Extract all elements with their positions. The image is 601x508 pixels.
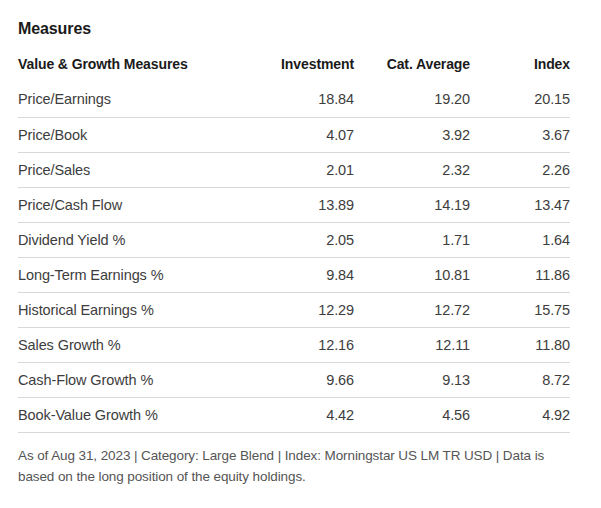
table-row: Price/Book4.073.923.67	[18, 117, 570, 152]
investment-value: 2.05	[238, 222, 354, 257]
measure-label: Cash-Flow Growth %	[18, 362, 238, 397]
table-header-row: Value & Growth Measures Investment Cat. …	[18, 56, 570, 82]
cat-average-value: 10.81	[354, 257, 470, 292]
footnote: As of Aug 31, 2023 | Category: Large Ble…	[18, 445, 584, 487]
table-row: Price/Sales2.012.322.26	[18, 152, 570, 187]
index-value: 15.75	[470, 292, 570, 327]
table-row: Book-Value Growth %4.424.564.92	[18, 397, 570, 432]
investment-value: 18.84	[238, 82, 354, 117]
cat-average-value: 12.11	[354, 327, 470, 362]
cat-average-value: 3.92	[354, 117, 470, 152]
measure-label: Price/Book	[18, 117, 238, 152]
investment-value: 13.89	[238, 187, 354, 222]
measure-label: Dividend Yield %	[18, 222, 238, 257]
measure-label: Long-Term Earnings %	[18, 257, 238, 292]
cat-average-value: 19.20	[354, 82, 470, 117]
measures-table-body: Price/Earnings18.8419.2020.15Price/Book4…	[18, 82, 570, 432]
index-value: 11.86	[470, 257, 570, 292]
index-value: 2.26	[470, 152, 570, 187]
table-row: Historical Earnings %12.2912.7215.75	[18, 292, 570, 327]
column-header-investment: Investment	[238, 56, 354, 82]
table-row: Dividend Yield %2.051.711.64	[18, 222, 570, 257]
cat-average-value: 4.56	[354, 397, 470, 432]
measure-label: Price/Earnings	[18, 82, 238, 117]
investment-value: 2.01	[238, 152, 354, 187]
investment-value: 4.42	[238, 397, 354, 432]
column-header-index: Index	[470, 56, 570, 82]
measures-table: Value & Growth Measures Investment Cat. …	[18, 56, 570, 433]
cat-average-value: 12.72	[354, 292, 470, 327]
index-value: 3.67	[470, 117, 570, 152]
table-row: Sales Growth %12.1612.1111.80	[18, 327, 570, 362]
investment-value: 9.66	[238, 362, 354, 397]
index-value: 8.72	[470, 362, 570, 397]
table-row: Cash-Flow Growth %9.669.138.72	[18, 362, 570, 397]
measure-label: Price/Cash Flow	[18, 187, 238, 222]
measures-panel: Measures Value & Growth Measures Investm…	[0, 0, 601, 508]
index-value: 4.92	[470, 397, 570, 432]
investment-value: 12.29	[238, 292, 354, 327]
cat-average-value: 2.32	[354, 152, 470, 187]
table-row: Long-Term Earnings %9.8410.8111.86	[18, 257, 570, 292]
index-value: 11.80	[470, 327, 570, 362]
measure-label: Price/Sales	[18, 152, 238, 187]
investment-value: 12.16	[238, 327, 354, 362]
cat-average-value: 1.71	[354, 222, 470, 257]
measure-label: Sales Growth %	[18, 327, 238, 362]
column-header-cat-average: Cat. Average	[354, 56, 470, 82]
cat-average-value: 14.19	[354, 187, 470, 222]
table-row: Price/Earnings18.8419.2020.15	[18, 82, 570, 117]
investment-value: 4.07	[238, 117, 354, 152]
measure-label: Book-Value Growth %	[18, 397, 238, 432]
table-row: Price/Cash Flow13.8914.1913.47	[18, 187, 570, 222]
measure-label: Historical Earnings %	[18, 292, 238, 327]
index-value: 13.47	[470, 187, 570, 222]
page-title: Measures	[18, 19, 570, 39]
index-value: 20.15	[470, 82, 570, 117]
index-value: 1.64	[470, 222, 570, 257]
column-header-measures: Value & Growth Measures	[18, 56, 238, 82]
investment-value: 9.84	[238, 257, 354, 292]
cat-average-value: 9.13	[354, 362, 470, 397]
